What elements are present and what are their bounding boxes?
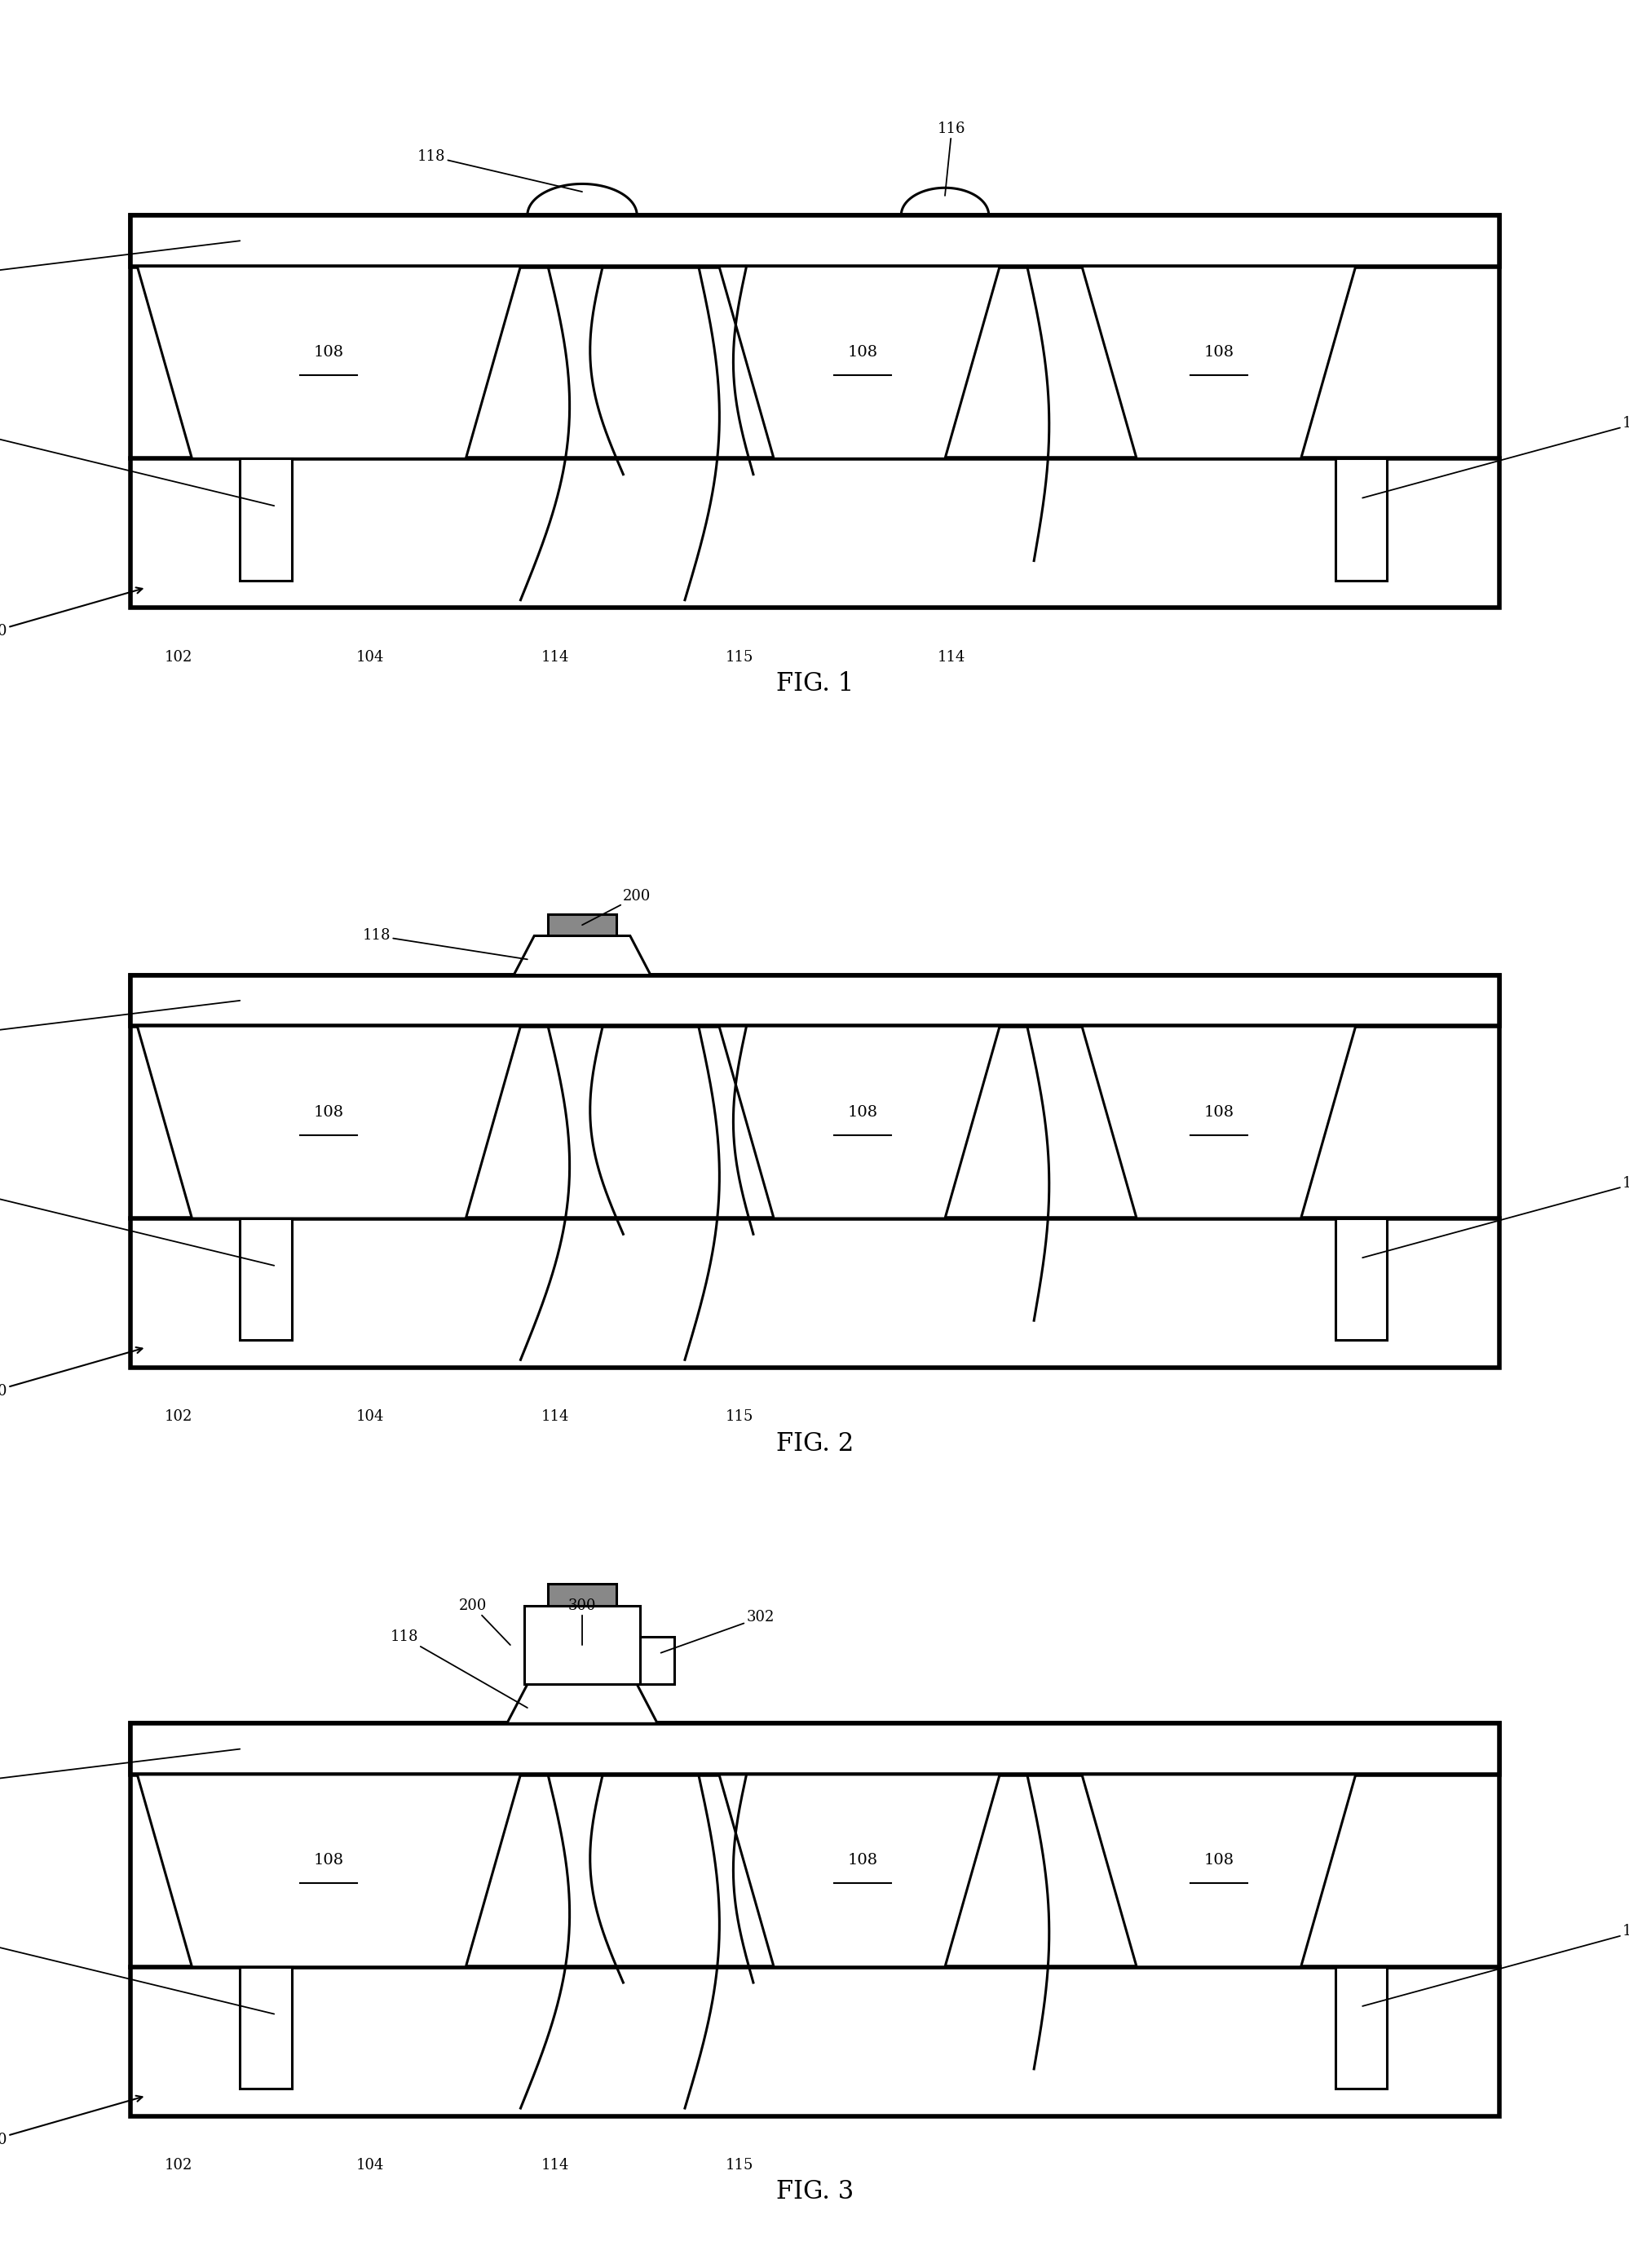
Bar bbox=[130, 1724, 1499, 2116]
Polygon shape bbox=[718, 1025, 999, 1218]
Text: 114: 114 bbox=[541, 2157, 569, 2173]
Text: 110: 110 bbox=[0, 1932, 274, 2014]
Text: 108: 108 bbox=[1204, 1105, 1233, 1120]
Bar bbox=[130, 1724, 1499, 1774]
Text: 114: 114 bbox=[541, 649, 569, 665]
Text: 108: 108 bbox=[314, 1853, 344, 1869]
Text: FIG. 2: FIG. 2 bbox=[775, 1431, 854, 1456]
Bar bbox=[130, 215, 1499, 608]
Text: 108: 108 bbox=[847, 1105, 878, 1120]
Bar bbox=[239, 458, 292, 581]
Bar bbox=[1334, 458, 1386, 581]
Text: 115: 115 bbox=[725, 649, 753, 665]
Text: 100: 100 bbox=[0, 1347, 142, 1399]
Text: 104: 104 bbox=[355, 2157, 384, 2173]
Text: 115: 115 bbox=[725, 1408, 753, 1424]
Polygon shape bbox=[718, 265, 999, 458]
Polygon shape bbox=[513, 937, 650, 975]
Text: 302: 302 bbox=[661, 1610, 774, 1653]
Polygon shape bbox=[1082, 265, 1355, 458]
Text: FIG. 1: FIG. 1 bbox=[775, 671, 854, 696]
Bar bbox=[547, 914, 616, 937]
Text: 110: 110 bbox=[1362, 415, 1629, 499]
Text: 108: 108 bbox=[314, 1105, 344, 1120]
Bar bbox=[130, 975, 1499, 1025]
Polygon shape bbox=[1082, 1774, 1355, 1966]
Text: 114: 114 bbox=[541, 1408, 569, 1424]
Polygon shape bbox=[1082, 1025, 1355, 1218]
Text: 118: 118 bbox=[389, 1631, 528, 1708]
Text: 118: 118 bbox=[363, 928, 528, 959]
Text: 108: 108 bbox=[847, 1853, 878, 1869]
Polygon shape bbox=[137, 1025, 520, 1218]
Text: 104: 104 bbox=[355, 1408, 384, 1424]
Text: 300: 300 bbox=[569, 1599, 596, 1644]
Bar bbox=[1334, 1966, 1386, 2089]
Text: 200: 200 bbox=[582, 889, 650, 925]
Polygon shape bbox=[137, 265, 520, 458]
Bar bbox=[1334, 1218, 1386, 1340]
Text: 110: 110 bbox=[0, 1184, 274, 1266]
Bar bbox=[640, 1637, 674, 1685]
Polygon shape bbox=[137, 1774, 520, 1966]
Bar bbox=[525, 1606, 640, 1685]
Text: 102: 102 bbox=[165, 649, 192, 665]
Text: 104: 104 bbox=[355, 649, 384, 665]
Bar bbox=[130, 215, 1499, 265]
Text: 110: 110 bbox=[1362, 1175, 1629, 1259]
Text: 102: 102 bbox=[165, 2157, 192, 2173]
Text: 106: 106 bbox=[0, 1749, 239, 1789]
Text: 106: 106 bbox=[0, 240, 239, 281]
Text: 100: 100 bbox=[0, 587, 142, 640]
Bar bbox=[239, 1218, 292, 1340]
Text: 106: 106 bbox=[0, 1000, 239, 1041]
Polygon shape bbox=[507, 1685, 656, 1724]
Text: 100: 100 bbox=[0, 2096, 142, 2148]
Text: 200: 200 bbox=[458, 1599, 510, 1644]
Text: 116: 116 bbox=[937, 122, 966, 195]
Polygon shape bbox=[718, 1774, 999, 1966]
Text: 108: 108 bbox=[1204, 1853, 1233, 1869]
Text: 102: 102 bbox=[165, 1408, 192, 1424]
Text: 110: 110 bbox=[0, 424, 274, 506]
Text: 110: 110 bbox=[1362, 1923, 1629, 2007]
Text: 108: 108 bbox=[1204, 345, 1233, 361]
Text: 108: 108 bbox=[847, 345, 878, 361]
Text: 118: 118 bbox=[417, 150, 582, 193]
Text: 108: 108 bbox=[314, 345, 344, 361]
Text: 114: 114 bbox=[937, 649, 966, 665]
Bar bbox=[239, 1966, 292, 2089]
Text: 115: 115 bbox=[725, 2157, 753, 2173]
Text: FIG. 3: FIG. 3 bbox=[775, 2180, 854, 2204]
Bar bbox=[130, 975, 1499, 1368]
Bar bbox=[547, 1583, 616, 1606]
